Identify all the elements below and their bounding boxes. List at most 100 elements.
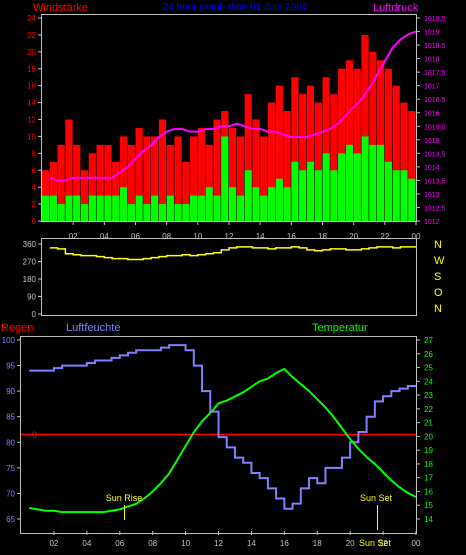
wind-gust-bar [252,119,260,221]
wind-gust-bar [182,161,190,221]
compass-letter: S [434,271,441,283]
wind-gust-bar [299,94,307,221]
temperature-right-tick-label: 25 [424,364,433,373]
wind-left-tick-label: 18 [27,65,36,74]
wind-gust-bar [236,136,244,221]
wind-time-tick-label: 22 [380,232,389,241]
wind-left-tick-label: 6 [32,166,37,175]
wind-average-bar [135,195,143,221]
wind-average-bar [88,195,96,221]
wind-average-bar [229,187,237,221]
wind-gust-bar [353,68,361,221]
wind-gust-bar [260,136,268,221]
wind-average-bar [112,195,120,221]
wind-gust-bar [338,68,346,221]
wind-gust-bar [96,144,104,221]
temperature-right-tick-label: 21 [424,419,433,428]
humidity-left-tick-label: 65 [6,515,15,524]
wind-left-tick-label: 14 [27,99,36,108]
humidity-left-tick-label: 80 [6,438,15,447]
wind-average-bar [299,170,307,221]
wind-average-bar [345,144,354,221]
wind-gust-bar [283,111,291,221]
wind-left-tick-label: 24 [27,14,36,23]
wind-gust-bar [151,136,159,221]
pressure-right-tick-label: 1019.5 [424,16,446,23]
wind-left-tick-label: 22 [27,31,36,40]
climate-time-tick-label: 20 [346,539,355,548]
temperature-right-tick-label: 14 [424,515,433,524]
climate-time-tick-label: 22 [379,539,388,548]
compass-letter: O [434,287,443,299]
wind-gust-bar [57,144,65,221]
temperature-right-tick-label: 26 [424,350,433,359]
direction-line [49,246,416,261]
pressure-right-tick-label: 1012 [424,219,440,226]
humidity-left-tick-label: 75 [6,464,15,473]
climate-time-tick-label: 00 [412,539,421,548]
wind-average-bar [267,187,276,221]
wind-time-tick-label: 00 [412,232,421,241]
pressure-right-tick-label: 1013 [424,192,440,199]
pressure-right-axis: 1019.5 1019 1018.5 1018 1017.5 1017 1016.5 1016… [416,16,446,226]
wind-average-bar [151,195,159,221]
wind-gust-bar [244,94,252,221]
temperature-right-tick-label: 17 [424,474,433,483]
wind-gust-bar [275,85,283,222]
wind-average-bar [236,195,244,221]
wind-average-bar [252,187,260,221]
climate-time-axis: 02 04 06 08 10 12 14 16 18 20 22 00 [49,531,421,548]
pressure-right-tick-label: 1018.5 [424,43,446,50]
wind-time-tick-label: 20 [349,232,358,241]
direction-left-tick-label: 270 [23,258,37,267]
pressure-right-tick-label: 1015 [424,138,440,145]
temperature-right-tick-label: 23 [424,391,433,400]
wind-left-tick-label: 16 [27,82,36,91]
wind-time-tick-label: 04 [100,232,109,241]
climate-time-tick-label: 06 [115,539,124,548]
wind-gust-bar [408,111,416,221]
climate-time-tick-label: 14 [247,539,256,548]
climate-time-tick-label: 04 [82,539,91,548]
humidity-left-tick-label: 70 [6,489,15,498]
wind-average-bar [166,195,174,221]
wind-average-bar [400,170,408,221]
wind-average-bar [213,195,221,221]
wind-time-tick-label: 18 [318,232,327,241]
wind-average-bar [127,204,135,221]
wind-average-series [42,136,416,221]
wind-average-bar [190,195,198,221]
wind-gust-bar [166,144,174,221]
wind-gust-bar [377,60,385,221]
wind-average-bar [205,187,213,221]
temperature-right-tick-label: 22 [424,405,433,414]
climate-time-tick-label: 12 [214,539,223,548]
wind-time-tick-label: 02 [69,232,78,241]
wind-gust-bar [369,51,377,222]
wind-average-bar [314,170,322,221]
temperature-label: Temperatur [312,322,368,334]
wind-average-bar [119,187,128,221]
wind-gust-bar [104,144,112,221]
wind-axis-label: Windstärke [33,2,88,14]
climate-time-tick-label: 18 [313,539,322,548]
wind-average-bar [330,170,338,221]
wind-left-tick-label: 12 [27,116,36,125]
wind-gust-bar [65,119,73,221]
wind-gust-bar [400,102,408,221]
wind-gust-bar [392,85,400,222]
wind-gust-bar [267,102,276,221]
wind-gust-bar [330,94,338,221]
wind-average-bar [73,195,81,221]
wind-average-bar [260,195,268,221]
wind-average-bar [244,170,252,221]
sunset-annotation: Sun Set [360,493,393,503]
sunset-bottom-annotation: Sun Set [359,538,392,548]
rain-zero-tick: 0 [32,430,37,440]
humidity-left-tick-label: 95 [6,362,15,371]
pressure-right-tick-label: 1017.5 [424,70,446,77]
wind-average-bar [174,204,182,221]
wind-gust-bar [205,144,213,221]
